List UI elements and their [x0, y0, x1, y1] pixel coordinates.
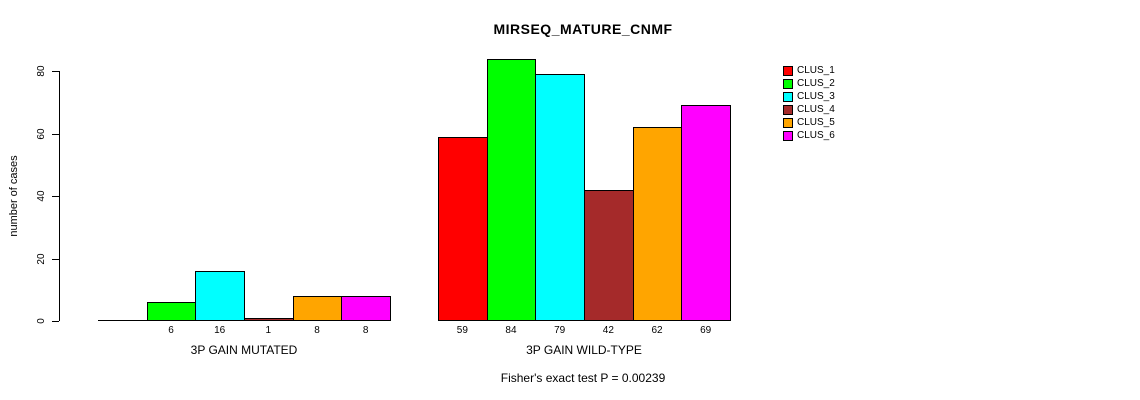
bar	[244, 317, 294, 321]
bar	[486, 58, 537, 321]
legend-color-swatch	[783, 92, 793, 102]
bar-value-label: 69	[700, 325, 712, 336]
legend-color-swatch	[783, 105, 793, 115]
y-tick-mark	[52, 71, 59, 72]
legend-color-swatch	[783, 66, 793, 76]
bar-value-label: 8	[314, 325, 320, 336]
legend-series-label: CLUS_3	[797, 91, 835, 102]
legend-series-label: CLUS_1	[797, 65, 835, 76]
y-tick-label: 80	[36, 65, 47, 77]
bar-value-label: 62	[651, 325, 663, 336]
bar	[632, 127, 683, 321]
bar-value-label: 8	[362, 325, 369, 336]
bar	[535, 74, 585, 321]
bar	[438, 136, 488, 321]
y-tick-mark	[52, 259, 59, 260]
y-tick-label: 0	[36, 318, 47, 324]
bar-value-label: 16	[214, 325, 226, 336]
legend-series-label: CLUS_2	[797, 78, 835, 89]
bar	[195, 271, 245, 321]
bar	[292, 296, 343, 321]
bar	[341, 296, 391, 321]
y-tick-mark	[52, 196, 59, 197]
fisher-test-annotation: Fisher's exact test P = 0.00239	[500, 371, 666, 385]
y-tick-mark	[52, 134, 59, 135]
y-axis-line	[59, 71, 60, 321]
legend-color-swatch	[783, 79, 793, 89]
bar-value-label: 6	[168, 325, 174, 336]
y-tick-label: 20	[36, 252, 47, 265]
bar	[146, 302, 197, 321]
legend-color-swatch	[783, 118, 793, 128]
y-tick-mark	[52, 321, 59, 322]
chart-title: MIRSEQ_MATURE_CNMF	[493, 21, 673, 37]
legend-series-label: CLUS_4	[797, 104, 835, 115]
bar-value-label: 79	[554, 325, 566, 336]
y-tick-label: 40	[36, 190, 47, 202]
bar	[584, 189, 634, 321]
bar-value-label: 84	[505, 325, 517, 336]
y-tick-label: 60	[36, 127, 47, 140]
y-axis-label: number of cases	[8, 155, 20, 237]
bar	[681, 105, 731, 321]
bar-value-label: 1	[265, 325, 272, 336]
bar-zero-height	[98, 320, 148, 321]
bar-value-label: 59	[456, 325, 468, 336]
x-category-label: 3P GAIN WILD-TYPE	[526, 343, 642, 357]
legend-series-label: CLUS_6	[797, 130, 835, 141]
x-category-label: 3P GAIN MUTATED	[190, 343, 298, 357]
legend-series-label: CLUS_5	[797, 117, 835, 128]
legend-color-swatch	[783, 131, 793, 141]
bar-value-label: 42	[602, 325, 614, 336]
